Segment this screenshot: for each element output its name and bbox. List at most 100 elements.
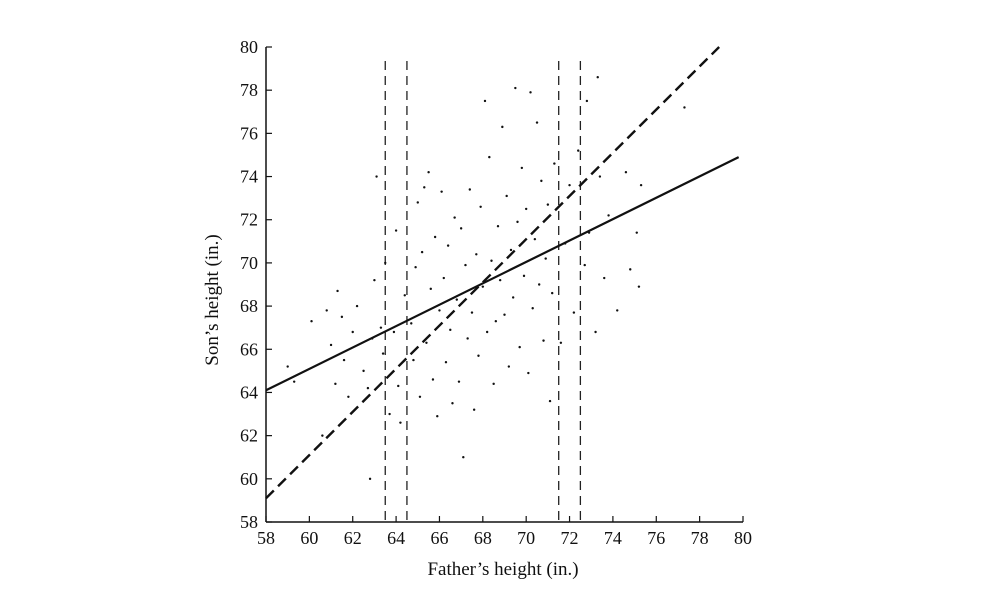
x-tick-label-64: 64 [387, 528, 405, 548]
data-point-107 [603, 276, 606, 280]
data-point-82 [524, 207, 528, 211]
data-point-90 [542, 339, 545, 342]
data-point-17 [373, 278, 376, 282]
data-point-64 [485, 330, 489, 334]
data-point-56 [468, 188, 472, 191]
y-tick-label-70: 70 [240, 253, 258, 273]
data-point-79 [518, 345, 521, 349]
data-point-71 [501, 125, 504, 129]
data-point-33 [418, 395, 422, 398]
y-tick-label-64: 64 [240, 382, 258, 402]
data-point-40 [433, 235, 437, 239]
data-point-112 [635, 231, 638, 234]
data-point-6 [329, 343, 333, 347]
data-point-113 [637, 285, 641, 288]
data-point-30 [412, 358, 415, 362]
data-point-14 [362, 369, 365, 373]
data-point-48 [451, 402, 454, 405]
y-tick-label-62: 62 [240, 426, 258, 446]
y-tick-label-68: 68 [240, 296, 258, 316]
x-tick-label-72: 72 [561, 528, 579, 548]
data-point-83 [527, 371, 530, 375]
x-axis-title: Father’s height (in.) [427, 559, 578, 580]
data-point-92 [546, 203, 550, 206]
data-point-4 [321, 434, 324, 437]
data-point-23 [388, 412, 391, 416]
data-point-27 [399, 421, 402, 424]
data-point-31 [414, 266, 417, 269]
data-point-68 [494, 320, 498, 323]
data-point-51 [457, 380, 461, 383]
data-point-62 [481, 285, 485, 288]
data-point-94 [551, 291, 554, 295]
data-point-108 [607, 214, 610, 217]
data-point-12 [351, 330, 354, 334]
data-point-39 [431, 378, 435, 381]
data-point-98 [568, 183, 571, 187]
x-tick-label-76: 76 [647, 528, 665, 548]
data-point-18 [375, 175, 378, 178]
data-point-35 [423, 186, 426, 189]
data-point-93 [548, 399, 552, 403]
data-point-67 [492, 382, 495, 386]
data-point-91 [544, 257, 547, 260]
data-point-52 [459, 227, 463, 230]
data-point-2 [292, 380, 296, 383]
y-tick-label-60: 60 [240, 469, 258, 489]
x-tick-label-80: 80 [734, 528, 752, 548]
data-point-5 [325, 309, 328, 312]
data-point-50 [455, 298, 458, 301]
data-point-63 [483, 99, 487, 103]
x-tick-label-68: 68 [474, 528, 492, 548]
data-point-61 [479, 205, 482, 208]
x-tick-label-78: 78 [691, 528, 709, 548]
data-point-58 [472, 408, 476, 411]
data-point-10 [342, 358, 346, 362]
data-point-86 [533, 237, 537, 241]
data-point-9 [340, 315, 344, 319]
data-point-60 [477, 354, 480, 357]
data-point-15 [366, 386, 370, 390]
data-point-115 [683, 106, 686, 109]
data-point-3 [310, 320, 313, 323]
data-point-22 [384, 261, 387, 265]
x-tick-label-74: 74 [604, 528, 622, 548]
x-tick-label-62: 62 [344, 528, 362, 548]
data-point-13 [355, 304, 359, 308]
data-point-70 [498, 278, 502, 282]
data-point-73 [505, 194, 508, 198]
data-point-24 [392, 330, 396, 334]
data-point-87 [535, 121, 539, 124]
data-point-37 [427, 171, 430, 174]
data-point-88 [537, 283, 541, 286]
data-point-66 [490, 259, 493, 262]
data-point-43 [440, 190, 443, 193]
data-point-7 [334, 382, 337, 386]
x-tick-label-60: 60 [300, 528, 318, 548]
data-point-59 [475, 253, 478, 256]
data-point-77 [514, 86, 517, 90]
data-point-47 [449, 328, 452, 332]
data-point-1 [286, 365, 289, 368]
y-axis-title: Son’s height (in.) [202, 234, 223, 365]
data-point-72 [503, 313, 506, 316]
y-tick-label-72: 72 [240, 210, 258, 230]
axes: 58 60 62 64 66 68 70 72 74 76 78 80 58 60 62 64 66 68 70 72… [240, 37, 752, 548]
data-point-45 [444, 361, 448, 364]
data-point-78 [516, 220, 519, 224]
data-point-41 [436, 415, 439, 418]
data-point-34 [420, 250, 424, 254]
y-tick-label-74: 74 [240, 167, 258, 187]
data-point-89 [540, 179, 543, 183]
data-point-95 [553, 162, 556, 165]
data-point-104 [594, 330, 597, 334]
y-tick-label-80: 80 [240, 37, 258, 57]
data-point-69 [496, 225, 500, 228]
data-point-28 [403, 294, 406, 297]
data-point-57 [470, 311, 474, 314]
data-point-49 [453, 216, 456, 219]
data-point-100 [577, 149, 580, 152]
regression-line [265, 156, 740, 392]
data-point-105 [596, 76, 599, 79]
